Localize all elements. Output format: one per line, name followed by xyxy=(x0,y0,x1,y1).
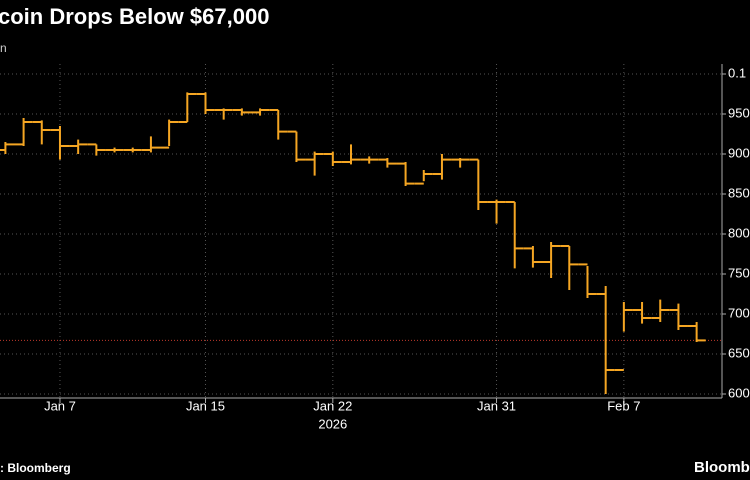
x-tick-label: Jan 31 xyxy=(477,398,516,413)
x-tick-label: Feb 7 xyxy=(607,398,640,413)
year-label: 2026 xyxy=(318,416,347,431)
source: : Bloomberg xyxy=(0,461,71,475)
y-tick-label: 0.1 xyxy=(728,65,746,80)
chart-subtitle: n xyxy=(0,41,7,55)
y-tick-label: 850 xyxy=(728,185,750,200)
brand: Bloomberg xyxy=(694,459,750,476)
y-tick-label: 950 xyxy=(728,105,750,120)
chart-title: coin Drops Below $67,000 xyxy=(0,4,269,29)
y-tick-label: 650 xyxy=(728,345,750,360)
x-tick-label: Jan 15 xyxy=(186,398,225,413)
y-tick-label: 700 xyxy=(728,305,750,320)
x-tick-label: Jan 7 xyxy=(44,398,76,413)
y-tick-label: 750 xyxy=(728,265,750,280)
y-tick-label: 800 xyxy=(728,225,750,240)
y-tick-label: 900 xyxy=(728,145,750,160)
x-tick-label: Jan 22 xyxy=(313,398,352,413)
y-tick-label: 600 xyxy=(728,385,750,400)
